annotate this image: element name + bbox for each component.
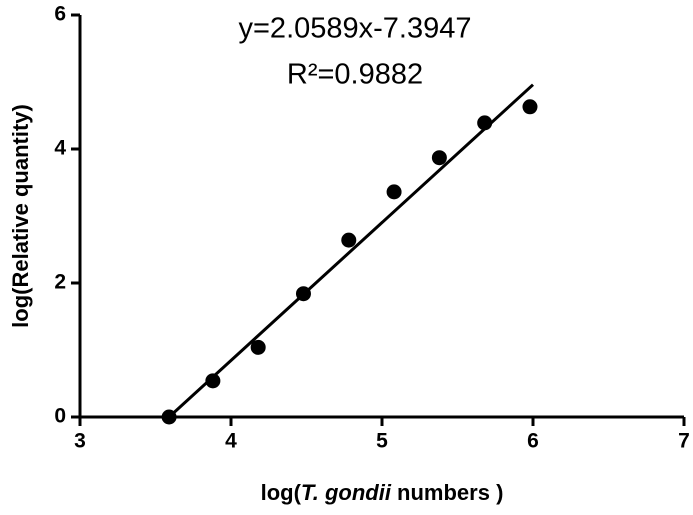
x-axis-label: log(T. gondii numbers ) xyxy=(261,480,504,505)
data-point xyxy=(205,373,221,389)
x-tick-label: 3 xyxy=(74,430,86,453)
y-axis-label: log(Relative quantity) xyxy=(8,104,33,328)
x-label-part: numbers ) xyxy=(391,480,503,505)
data-point xyxy=(295,286,311,302)
x-label-part: log( xyxy=(261,480,302,505)
x-tick-label: 7 xyxy=(678,430,690,453)
data-point xyxy=(522,99,538,115)
data-point xyxy=(341,232,357,248)
x-tick-label: 4 xyxy=(225,430,237,453)
data-point xyxy=(250,339,266,355)
r-squared: R²=0.9882 xyxy=(287,59,423,91)
fit-line xyxy=(168,83,535,419)
data-point xyxy=(477,115,493,131)
x-tick-label: 5 xyxy=(376,430,388,453)
data-point xyxy=(161,409,177,425)
y-tick-label: 4 xyxy=(54,137,66,160)
x-label-part: T. gondii xyxy=(301,480,392,505)
data-point xyxy=(431,150,447,166)
y-tick-label: 6 xyxy=(54,3,66,26)
equation: y=2.0589x-7.3947 xyxy=(239,13,472,45)
y-tick-label: 0 xyxy=(54,405,66,428)
y-tick-label: 2 xyxy=(54,271,66,294)
data-point xyxy=(386,184,402,200)
x-tick-label: 6 xyxy=(527,430,539,453)
